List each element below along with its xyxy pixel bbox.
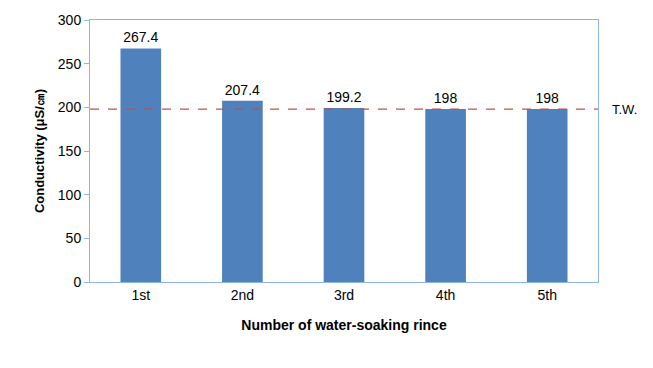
- svg-text:198: 198: [434, 90, 458, 106]
- svg-text:207.4: 207.4: [225, 82, 260, 98]
- svg-text:2nd: 2nd: [231, 287, 254, 303]
- svg-text:3rd: 3rd: [334, 287, 354, 303]
- svg-text:267.4: 267.4: [123, 29, 158, 45]
- svg-text:0: 0: [73, 274, 81, 290]
- svg-text:5th: 5th: [537, 287, 556, 303]
- svg-text:T.W.: T.W.: [612, 102, 637, 117]
- svg-text:200: 200: [58, 99, 82, 115]
- svg-text:4th: 4th: [436, 287, 455, 303]
- svg-text:198: 198: [535, 90, 559, 106]
- svg-text:Number of water-soaking rince: Number of water-soaking rince: [241, 317, 447, 333]
- svg-text:199.2: 199.2: [326, 89, 361, 105]
- svg-text:Conductivity (μS/㎝): Conductivity (μS/㎝): [32, 89, 47, 213]
- svg-text:150: 150: [58, 143, 82, 159]
- svg-text:250: 250: [58, 56, 82, 72]
- svg-text:50: 50: [66, 230, 82, 246]
- svg-text:300: 300: [58, 12, 82, 28]
- svg-text:1st: 1st: [131, 287, 150, 303]
- svg-text:100: 100: [58, 187, 82, 203]
